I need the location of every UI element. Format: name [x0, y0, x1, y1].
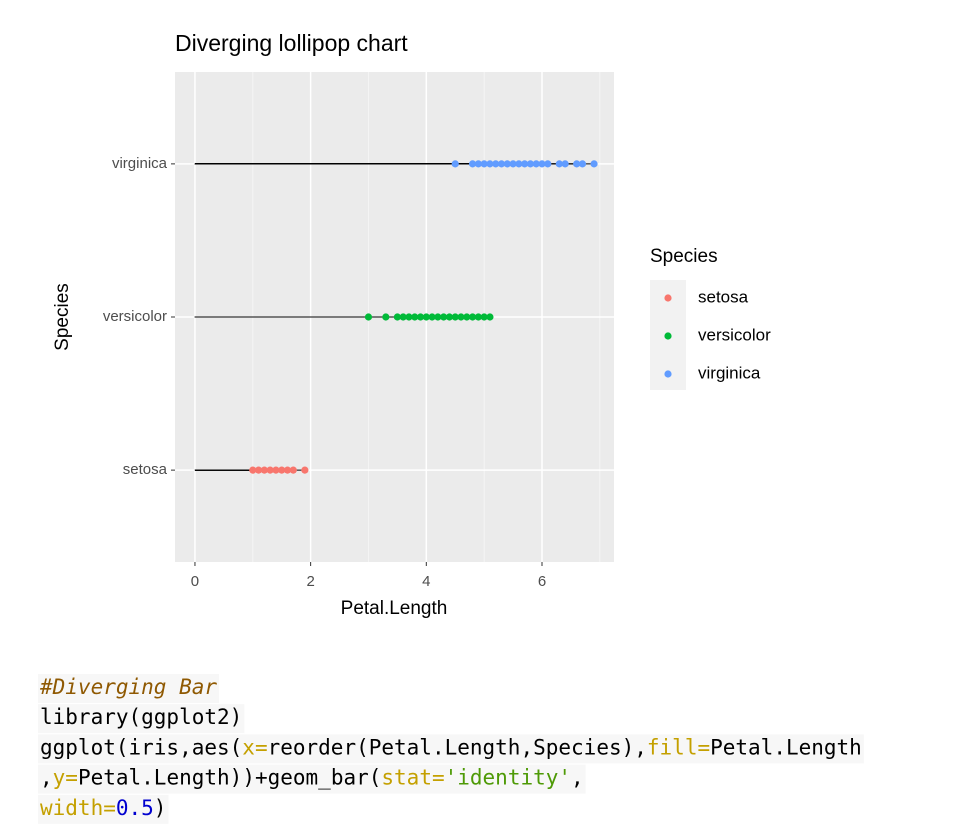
- dot: [451, 160, 459, 168]
- code-token: ): [154, 796, 167, 820]
- dot: [468, 160, 477, 168]
- code-token: fill=: [647, 735, 710, 759]
- dot: [445, 313, 454, 321]
- dot: [272, 466, 280, 474]
- dot: [301, 466, 309, 474]
- dot: [434, 313, 442, 321]
- dot: [422, 313, 430, 321]
- code-token: 'identity': [445, 766, 571, 790]
- code-line-bg: [38, 674, 220, 703]
- dot: [474, 313, 482, 321]
- dot: [538, 160, 546, 168]
- code-line-bg: [38, 734, 864, 764]
- code-token: ggplot(iris,aes(: [40, 735, 242, 759]
- dot: [492, 160, 500, 168]
- dot: [289, 466, 297, 474]
- x-tick-label: 4: [422, 573, 430, 590]
- dot: [399, 313, 407, 321]
- legend-dot: [664, 332, 672, 340]
- code-line: ,y=Petal.Length))+geom_bar(stat='identit…: [40, 766, 584, 790]
- y-tick-label: versicolor: [103, 308, 167, 325]
- dot: [486, 160, 494, 168]
- x-tick-label: 6: [538, 573, 546, 590]
- y-tick-label: setosa: [123, 461, 168, 478]
- dot: [532, 160, 540, 168]
- legend-label: virginica: [698, 363, 761, 382]
- legend-dot: [664, 294, 672, 302]
- dot: [555, 160, 563, 168]
- dot: [503, 160, 511, 168]
- dot: [428, 313, 436, 321]
- code-token: Petal.Length: [710, 735, 862, 759]
- dot: [578, 160, 587, 168]
- code-token: Petal.Length))+geom_bar(: [78, 766, 381, 790]
- dot: [278, 466, 286, 474]
- code-token: ,: [571, 766, 584, 790]
- code-token: reorder(Petal.Length,Species),: [268, 735, 647, 759]
- dot: [260, 466, 268, 474]
- x-tick-label: 2: [306, 573, 314, 590]
- dot: [364, 313, 373, 321]
- x-axis-label: Petal.Length: [341, 598, 448, 619]
- legend-dot: [664, 370, 672, 378]
- dot: [393, 313, 401, 321]
- dot: [480, 160, 488, 168]
- code-token: y=: [53, 766, 78, 790]
- code-token: #Diverging Bar: [39, 675, 217, 699]
- code-line: library(ggplot2): [40, 705, 242, 729]
- code-token: x=: [242, 735, 267, 759]
- legend-label: versicolor: [698, 325, 771, 344]
- dot: [521, 160, 529, 168]
- dot: [509, 160, 517, 168]
- x-tick-label: 0: [191, 573, 199, 590]
- code-line: #Diverging Bar: [39, 675, 217, 699]
- dot: [411, 313, 419, 321]
- dot: [382, 313, 390, 321]
- code-token: width=: [40, 796, 116, 820]
- dot: [526, 160, 535, 168]
- legend-title: Species: [650, 246, 718, 267]
- dot: [451, 313, 459, 321]
- code-line-bg: [38, 794, 169, 824]
- dot: [457, 313, 465, 321]
- dot: [573, 160, 581, 168]
- dot: [416, 313, 425, 321]
- y-axis-label: Species: [52, 283, 73, 351]
- dot: [405, 313, 413, 321]
- dot: [497, 160, 506, 168]
- code-token: ,: [40, 766, 53, 790]
- dot: [474, 160, 482, 168]
- code-token: 0.5: [116, 796, 154, 820]
- chart-title: Diverging lollipop chart: [175, 30, 408, 56]
- dot: [468, 313, 477, 321]
- legend-label: setosa: [698, 287, 749, 306]
- dot: [480, 313, 488, 321]
- code-line: ggplot(iris,aes(x=reorder(Petal.Length,S…: [40, 735, 862, 759]
- dot: [515, 160, 523, 168]
- y-tick-label: virginica: [112, 155, 168, 172]
- code-token: library(ggplot2): [40, 705, 242, 729]
- dot: [249, 466, 257, 474]
- dot: [440, 313, 448, 321]
- dot: [283, 466, 292, 474]
- dot: [463, 313, 471, 321]
- dot: [561, 160, 569, 168]
- dot: [544, 160, 552, 168]
- dot: [254, 466, 263, 474]
- dot: [266, 466, 274, 474]
- code-line-bg: [38, 764, 586, 794]
- dot: [590, 160, 598, 168]
- code-line: width=0.5): [40, 796, 166, 820]
- code-line-bg: [38, 704, 245, 734]
- dot: [486, 313, 494, 321]
- code-token: stat=: [381, 766, 444, 790]
